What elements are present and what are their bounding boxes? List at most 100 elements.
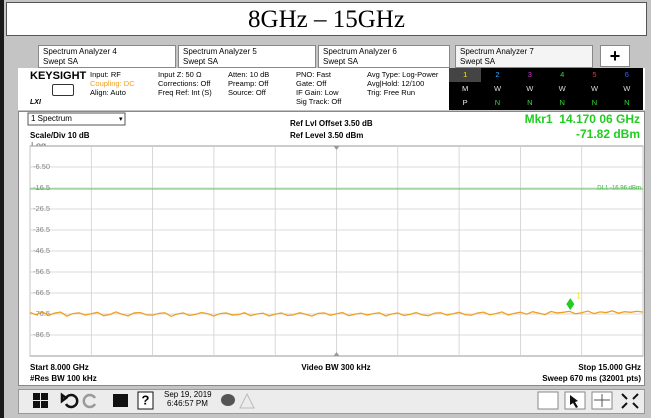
stop-frequency: Stop 15.000 GHz [578,363,641,372]
tab-name: Spectrum Analyzer 4 [43,47,117,56]
trace-cell: N [559,98,565,107]
info-item: Input: RF [90,70,121,79]
date: Sep 19, 2019 [164,390,212,399]
start-icon [41,393,48,400]
taskbar-icons: ? [33,391,639,410]
info-item: Coupling: DC [90,79,135,88]
tab-mode: Swept SA [323,57,359,66]
remote-icon [52,84,74,96]
window-select[interactable] [27,112,126,126]
info-item: Freq Ref: Int (S) [158,88,212,97]
tab-name: Spectrum Analyzer 7 [460,47,534,56]
trace-cell: N [494,98,501,107]
trace-cell: 6 [624,70,629,79]
tab-mode: Swept SA [460,57,496,66]
trace-cell: M [462,84,469,93]
trace-cell: W [493,84,502,93]
y-tick-label: -16.5 [33,183,50,192]
y-tick-label: -6.50 [33,162,50,171]
scale-type: Log [31,140,46,150]
info-column: Avg Type: Log-Power Avg|Hold: 12/100 Trig:… [367,70,438,97]
trace-cell: N [591,98,598,107]
marker-level: -71.82 dBm [576,127,640,141]
center-marker [333,146,340,150]
info-item: Source: Off [228,88,266,97]
info-item: Preamp: Off [228,79,269,88]
lxi-label: LXI [30,99,41,106]
start-icon[interactable] [33,393,40,400]
trace-cell: N [527,98,533,107]
start-icon [33,401,40,408]
undo-icon[interactable] [60,392,79,409]
tab[interactable]: Spectrum Analyzer 4 Swept SA [38,45,176,68]
trace-cell: N [624,98,630,107]
touch-icon [570,395,578,408]
add-tab-button[interactable]: + [600,45,630,67]
marker-frequency: Mkr1 14.170 06 GHz [525,112,640,126]
message-icon[interactable] [221,394,235,406]
time: 6:46:57 PM [167,399,208,408]
dropdown-arrow: ▾ [119,116,123,123]
page-title: 8GHz – 15GHz [6,2,647,36]
y-tick-label: -26.5 [33,204,50,213]
trace-cell: 2 [495,70,500,79]
tab[interactable]: Spectrum Analyzer 6 Swept SA [318,45,450,68]
layout-icon [594,394,610,407]
info-item: Avg Type: Log-Power [367,70,439,79]
tab-mode: Swept SA [43,57,79,66]
res-bw: #Res BW 100 kHz [30,374,97,383]
keypad-icon[interactable] [537,391,559,410]
info-item: Trig: Free Run [367,88,416,97]
y-tick-label: -86.5 [33,330,50,339]
y-tick-label: -56.5 [33,267,50,276]
trace-cell: 3 [527,70,532,79]
info-item: Corrections: Off [158,79,211,88]
marker [566,298,575,311]
scale-label: Scale/Div 10 dB [30,131,90,140]
y-tick-label: -46.5 [33,246,50,255]
info-column: Input: RF Coupling: DC Align: Auto [90,70,135,97]
tab[interactable]: Spectrum Analyzer 7 Swept SA [455,45,593,68]
center-marker [333,352,340,356]
trace-cell: 4 [560,70,565,79]
y-tick-label: -66.5 [33,288,50,297]
trace-cell: P [462,98,468,107]
trace-table: 1 2 3 4 5 6 M W W W W W P N N N N N [449,68,643,110]
tab[interactable]: Spectrum Analyzer 5 Swept SA [178,45,316,68]
ref-offset: Ref Lvl Offset 3.50 dB [290,119,373,128]
help-icon[interactable] [137,391,154,410]
start-icon [41,401,48,408]
info-item: Input Z: 50 Ω [158,70,202,79]
trace-cell: W [590,84,599,93]
marker-label: 1 [576,291,581,300]
info-column: PNO: Fast Gate: Off IF Gain: Low Sig Track:… [296,70,341,106]
sweep: Sweep 670 ms (32001 pts) [542,374,641,383]
trace-cell: W [526,84,534,93]
redo-icon[interactable] [82,393,97,409]
info-item: Sig Track: Off [296,97,342,106]
trace-cell: W [558,84,566,93]
trace-cell: W [623,84,631,93]
window-name: 1 Spectrum [31,114,72,123]
tab-name: Spectrum Analyzer 5 [183,47,257,56]
info-item: Align: Auto [90,88,126,97]
warning-icon[interactable] [239,392,255,409]
info-item: PNO: Fast [296,70,332,79]
file-icon[interactable] [113,394,128,407]
y-tick-label: -76.5 [33,309,50,318]
display-line-label: DL1 -16.96 dBm [597,186,641,192]
brand: KEYSIGHT [30,70,87,82]
tab-name: Spectrum Analyzer 6 [323,47,397,56]
info-item: IF Gain: Low [296,88,339,97]
y-tick-label: -36.5 [33,225,50,234]
ref-level: Ref Level 3.50 dBm [290,131,363,140]
info-item: Avg|Hold: 12/100 [367,79,425,88]
info-column: Atten: 10 dB Preamp: Off Source: Off [228,70,269,97]
trace-cell: 1 [449,68,482,82]
tab-mode: Swept SA [183,57,219,66]
help-icon: ? [142,392,150,407]
info-item: Gate: Off [296,79,327,88]
zoom-icon[interactable] [621,393,639,409]
info-column: Input Z: 50 Ω Corrections: Off Freq Ref: I… [158,70,212,97]
